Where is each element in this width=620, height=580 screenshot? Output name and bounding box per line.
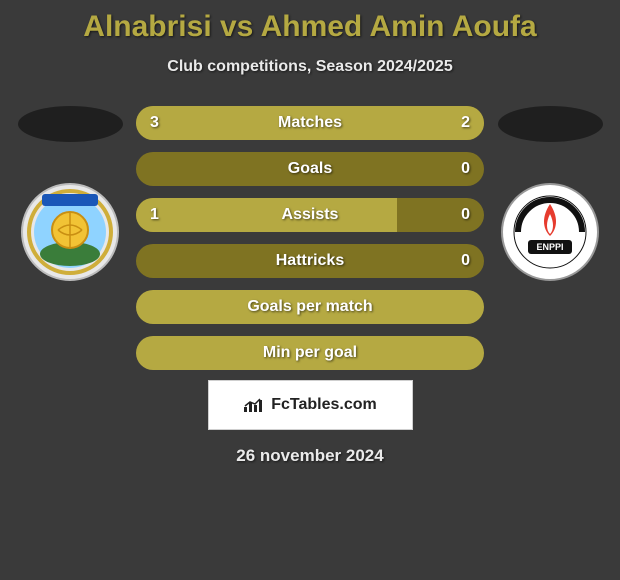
player-photo-placeholder-left: [18, 106, 123, 142]
fctables-icon: [243, 397, 265, 413]
main-row: 3 Matches 2 Goals 0 1 Assists 0 Hattrick…: [0, 106, 620, 370]
stat-value-right: 0: [461, 152, 470, 186]
stat-bar-hattricks: Hattricks 0: [136, 244, 484, 278]
left-player-column: [10, 106, 130, 282]
stat-bar-assists: 1 Assists 0: [136, 198, 484, 232]
comparison-card: Alnabrisi vs Ahmed Amin Aoufa Club compe…: [0, 0, 620, 466]
stat-bar-fill-left: [136, 198, 397, 232]
stat-bar-min-per-goal: Min per goal: [136, 336, 484, 370]
stat-value-right: 0: [461, 198, 470, 232]
fctables-watermark: FcTables.com: [208, 380, 413, 430]
stat-label: Min per goal: [263, 344, 357, 362]
club-logo-right: ENPPI: [500, 182, 600, 282]
date-line: 26 november 2024: [0, 446, 620, 466]
svg-text:ENPPI: ENPPI: [536, 242, 563, 252]
stat-value-left: 3: [150, 106, 159, 140]
stat-bar-fill-left: [136, 106, 345, 140]
right-player-column: ENPPI: [490, 106, 610, 282]
enppi-logo-icon: ENPPI: [500, 182, 600, 282]
club-logo-left: [20, 182, 120, 282]
stat-label: Hattricks: [136, 244, 484, 278]
stat-bar-goals: Goals 0: [136, 152, 484, 186]
fctables-text: FcTables.com: [271, 396, 377, 414]
player-photo-placeholder-right: [498, 106, 603, 142]
page-title: Alnabrisi vs Ahmed Amin Aoufa: [0, 10, 620, 44]
stat-value-right: 0: [461, 244, 470, 278]
stat-label: Goals per match: [247, 298, 372, 316]
stat-bar-goals-per-match: Goals per match: [136, 290, 484, 324]
stat-value-left: 1: [150, 198, 159, 232]
ismaily-logo-icon: [20, 182, 120, 282]
stat-label: Goals: [136, 152, 484, 186]
stat-bar-matches: 3 Matches 2: [136, 106, 484, 140]
stat-value-right: 2: [461, 106, 470, 140]
stats-bars: 3 Matches 2 Goals 0 1 Assists 0 Hattrick…: [130, 106, 490, 370]
page-subtitle: Club competitions, Season 2024/2025: [0, 58, 620, 76]
